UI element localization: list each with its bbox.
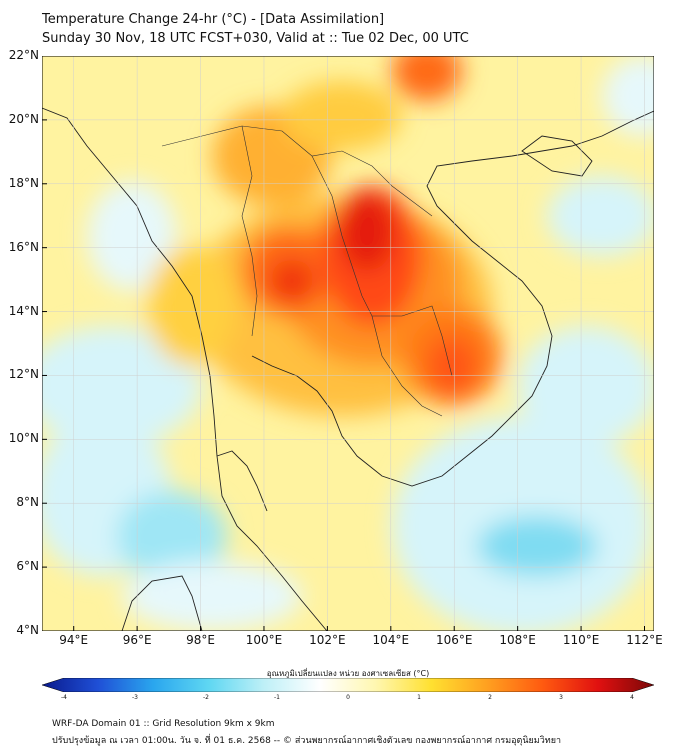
footer-model-info: WRF-DA Domain 01 :: Grid Resolution 9km …	[52, 719, 275, 729]
temperature-map	[42, 56, 654, 631]
colorbar-title: อุณหภูมิเปลี่ยนแปลง หน่วย องศาเซลเซียส (…	[266, 669, 430, 678]
lon-label: 104°E	[372, 633, 410, 647]
lat-label: 20°N	[8, 111, 39, 126]
lat-label: 4°N	[16, 623, 39, 637]
lat-label: 18°N	[8, 175, 39, 190]
colorbar-tick-label: 1	[417, 694, 421, 701]
colorbar	[42, 678, 654, 692]
lon-label: 102°E	[309, 633, 346, 647]
colorbar-tick-label: 3	[559, 694, 563, 701]
lon-label: 98°E	[186, 633, 215, 647]
lon-label: 100°E	[245, 633, 283, 647]
footer-update-info: ปรับปรุงข้อมูล ณ เวลา 01:00น. วัน จ. ที่…	[52, 736, 562, 746]
lat-label: 10°N	[8, 431, 39, 446]
borders	[161, 125, 453, 417]
colorbar-tick-label: -3	[132, 694, 138, 701]
lon-label: 96°E	[122, 633, 152, 647]
lon-label: 112°E	[626, 633, 663, 647]
colorbar-tick-label: 2	[488, 694, 492, 701]
lat-label: 6°N	[16, 559, 39, 574]
colorbar-tick-label: 0	[346, 694, 350, 701]
lat-label: 8°N	[16, 495, 39, 510]
lat-label: 14°N	[8, 303, 39, 318]
lon-label: 110°E	[562, 633, 600, 647]
lon-label: 106°E	[435, 633, 473, 647]
map-subtitle: Sunday 30 Nov, 18 UTC FCST+030, Valid at…	[42, 31, 469, 46]
lat-label: 12°N	[8, 367, 39, 382]
axis-ticks	[42, 56, 645, 631]
temperature-field	[42, 56, 654, 631]
coastlines	[42, 107, 654, 631]
lat-label: 22°N	[8, 48, 39, 62]
colorbar-tick-label: -1	[274, 694, 280, 701]
map-title: Temperature Change 24-hr (°C) - [Data As…	[42, 12, 385, 27]
colorbar-tick-label: 4	[630, 694, 634, 701]
lat-label: 16°N	[8, 239, 39, 254]
colorbar-tick-label: -4	[61, 694, 67, 701]
colorbar-tick-label: -2	[203, 694, 209, 701]
graticule	[42, 56, 654, 631]
lon-label: 94°E	[59, 633, 89, 647]
lon-label: 108°E	[499, 633, 536, 647]
